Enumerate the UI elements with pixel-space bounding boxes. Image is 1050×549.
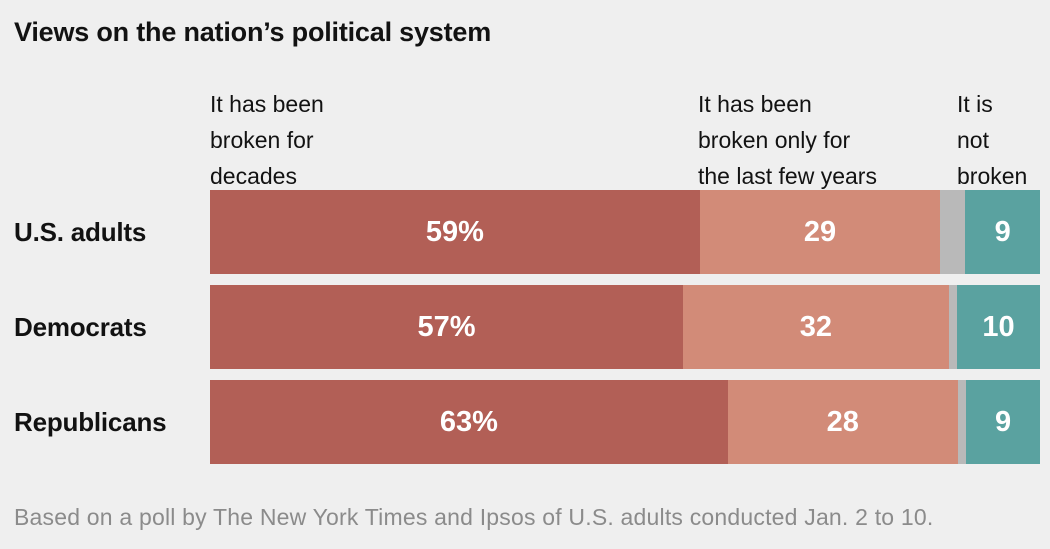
row-label: U.S. adults xyxy=(14,216,147,247)
row-label: Republicans xyxy=(14,406,167,437)
segment-value-label: 10 xyxy=(982,310,1015,343)
bar-segment-no-answer xyxy=(948,285,957,369)
segment-value-label: 28 xyxy=(826,405,859,438)
stacked-bar: 59% 29 9 xyxy=(210,190,1041,274)
column-headers: It has been broken for decades It has be… xyxy=(210,86,1040,190)
stacked-bar: 63% 28 9 xyxy=(210,380,1040,464)
segment-value-label: 32 xyxy=(799,310,833,343)
column-header-line: broken only for xyxy=(698,127,851,153)
column-header-broken-few-years: It has been broken only for the last few… xyxy=(698,86,877,194)
column-header-line: It has been xyxy=(210,91,324,117)
bar-segment-broken-decades: 57% xyxy=(210,285,684,369)
column-header-line: It is xyxy=(957,91,993,117)
column-header-not-broken: It is not broken xyxy=(957,86,1027,194)
bar-segment-broken-few-years: 28 xyxy=(727,380,958,464)
chart-row: Republicans 63% 28 9 xyxy=(0,380,1040,464)
chart-rows: U.S. adults 59% 29 9 Democrats 57% 32 10 Rep… xyxy=(0,190,1041,475)
bar-segment-broken-decades: 59% xyxy=(210,190,700,274)
bar-segment-broken-decades: 63% xyxy=(210,380,728,464)
column-header-line: decades xyxy=(210,163,297,189)
segment-value-label: 9 xyxy=(994,215,1011,248)
column-header-broken-decades: It has been broken for decades xyxy=(210,86,324,194)
chart-row: U.S. adults 59% 29 9 xyxy=(0,190,1041,274)
bar-segment-broken-few-years: 32 xyxy=(683,285,949,369)
segment-value-label: 63% xyxy=(439,405,498,438)
bar-segment-broken-few-years: 29 xyxy=(699,190,941,274)
segment-value-label: 57% xyxy=(417,310,476,343)
segment-value-label: 59% xyxy=(425,215,484,248)
segment-value-label: 9 xyxy=(994,405,1012,438)
column-header-line: broken for xyxy=(210,127,314,153)
bar-segment-no-answer xyxy=(940,190,966,274)
stacked-bar: 57% 32 10 xyxy=(210,285,1040,369)
column-header-line: It has been xyxy=(698,91,812,117)
segment-value-label: 29 xyxy=(803,215,837,248)
source-note: Based on a poll by The New York Times an… xyxy=(14,504,934,530)
bar-segment-not-broken: 9 xyxy=(966,380,1040,464)
column-header-line: not xyxy=(957,127,989,153)
bar-segment-not-broken: 10 xyxy=(956,285,1040,369)
column-header-line: the last few years xyxy=(698,163,877,189)
chart-title: Views on the nation’s political system xyxy=(14,17,492,47)
bar-segment-not-broken: 9 xyxy=(965,190,1041,274)
bar-segment-no-answer xyxy=(957,380,967,464)
column-header-line: broken xyxy=(957,163,1028,189)
chart-row: Democrats 57% 32 10 xyxy=(0,285,1040,369)
row-label: Democrats xyxy=(14,311,147,342)
